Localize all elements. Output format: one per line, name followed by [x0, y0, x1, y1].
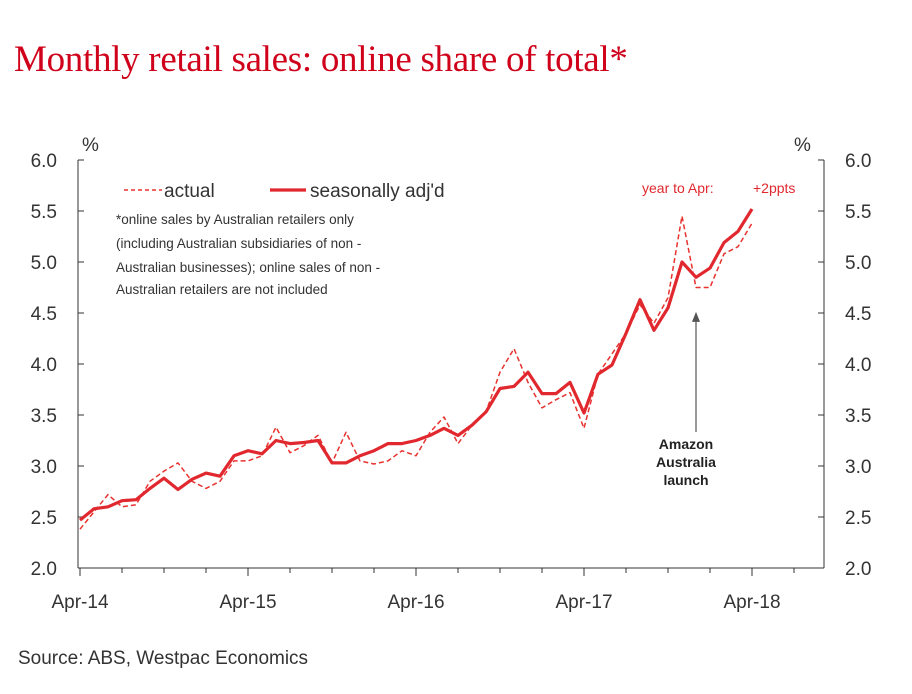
arrow-label-line-3: launch — [663, 472, 708, 488]
note-line-3: Australian businesses); online sales of … — [116, 260, 380, 275]
y-unit-left: % — [82, 135, 99, 156]
chart-annotations: year to Apr: +2ppts Amazon Australia lau… — [642, 180, 795, 488]
y-tick-label-left: 4.0 — [31, 355, 57, 376]
chart-title: Monthly retail sales: online share of to… — [14, 39, 628, 80]
y-tick-label-right: 3.5 — [845, 406, 871, 427]
chart-footnote: *online sales by Australian retailers on… — [116, 212, 380, 297]
y-tick-label-right: 4.0 — [845, 355, 871, 376]
chart-series — [78, 208, 754, 530]
y-unit-right: % — [794, 135, 811, 156]
y-tick-label-right: 3.0 — [845, 457, 871, 478]
y-tick-label-left: 5.5 — [31, 202, 57, 223]
y-tick-label-right: 5.5 — [845, 202, 871, 223]
note-line-4: Australian retailers are not included — [116, 282, 328, 297]
y-tick-label-left: 5.0 — [31, 253, 57, 274]
x-tick-label: Apr-16 — [387, 592, 444, 613]
chart-legend: actual seasonally adj'd — [124, 181, 445, 202]
x-tick-label: Apr-17 — [555, 592, 612, 613]
line-chart: % % 2.0 2.0 2.5 2.5 3.0 3.0 3.5 3.5 4.0 4.0 4.5 4.5 5.… — [31, 135, 872, 613]
y-tick-label-right: 2.5 — [845, 508, 871, 529]
y-tick-label-left: 3.0 — [31, 457, 57, 478]
arrow-head — [692, 311, 700, 322]
arrow-label-line-1: Amazon — [659, 436, 713, 452]
note-line-1: *online sales by Australian retailers on… — [116, 212, 354, 227]
annotation-change: +2ppts — [753, 180, 795, 196]
x-tick-label: Apr-14 — [51, 592, 108, 613]
y-tick-label-right: 5.0 — [845, 253, 871, 274]
chart-axes: % % 2.0 2.0 2.5 2.5 3.0 3.0 3.5 3.5 4.0 4.0 4.5 4.5 5.… — [31, 135, 872, 613]
note-line-2: (including Australian subsidiaries of no… — [116, 236, 361, 251]
y-tick-label-left: 4.5 — [31, 304, 57, 325]
series-line-actual — [79, 215, 753, 530]
annotation-year: year to Apr: — [642, 180, 714, 196]
y-tick-label-left: 2.5 — [31, 508, 57, 529]
legend-label-actual: actual — [164, 181, 215, 202]
x-tick-label: Apr-18 — [723, 592, 780, 613]
y-tick-label-left: 2.0 — [31, 559, 57, 580]
y-tick-label-right: 2.0 — [845, 559, 871, 580]
y-tick-label-right: 6.0 — [845, 151, 871, 172]
y-tick-label-right: 4.5 — [845, 304, 871, 325]
arrow-label-line-2: Australia — [656, 454, 716, 470]
y-tick-label-left: 6.0 — [31, 151, 57, 172]
arrow-annotation — [692, 311, 700, 432]
y-tick-label-left: 3.5 — [31, 406, 57, 427]
source-note: Source: ABS, Westpac Economics — [18, 648, 309, 669]
legend-label-seasonal: seasonally adj'd — [310, 181, 445, 202]
series-line-seasonal — [78, 208, 754, 522]
x-tick-label: Apr-15 — [219, 592, 276, 613]
